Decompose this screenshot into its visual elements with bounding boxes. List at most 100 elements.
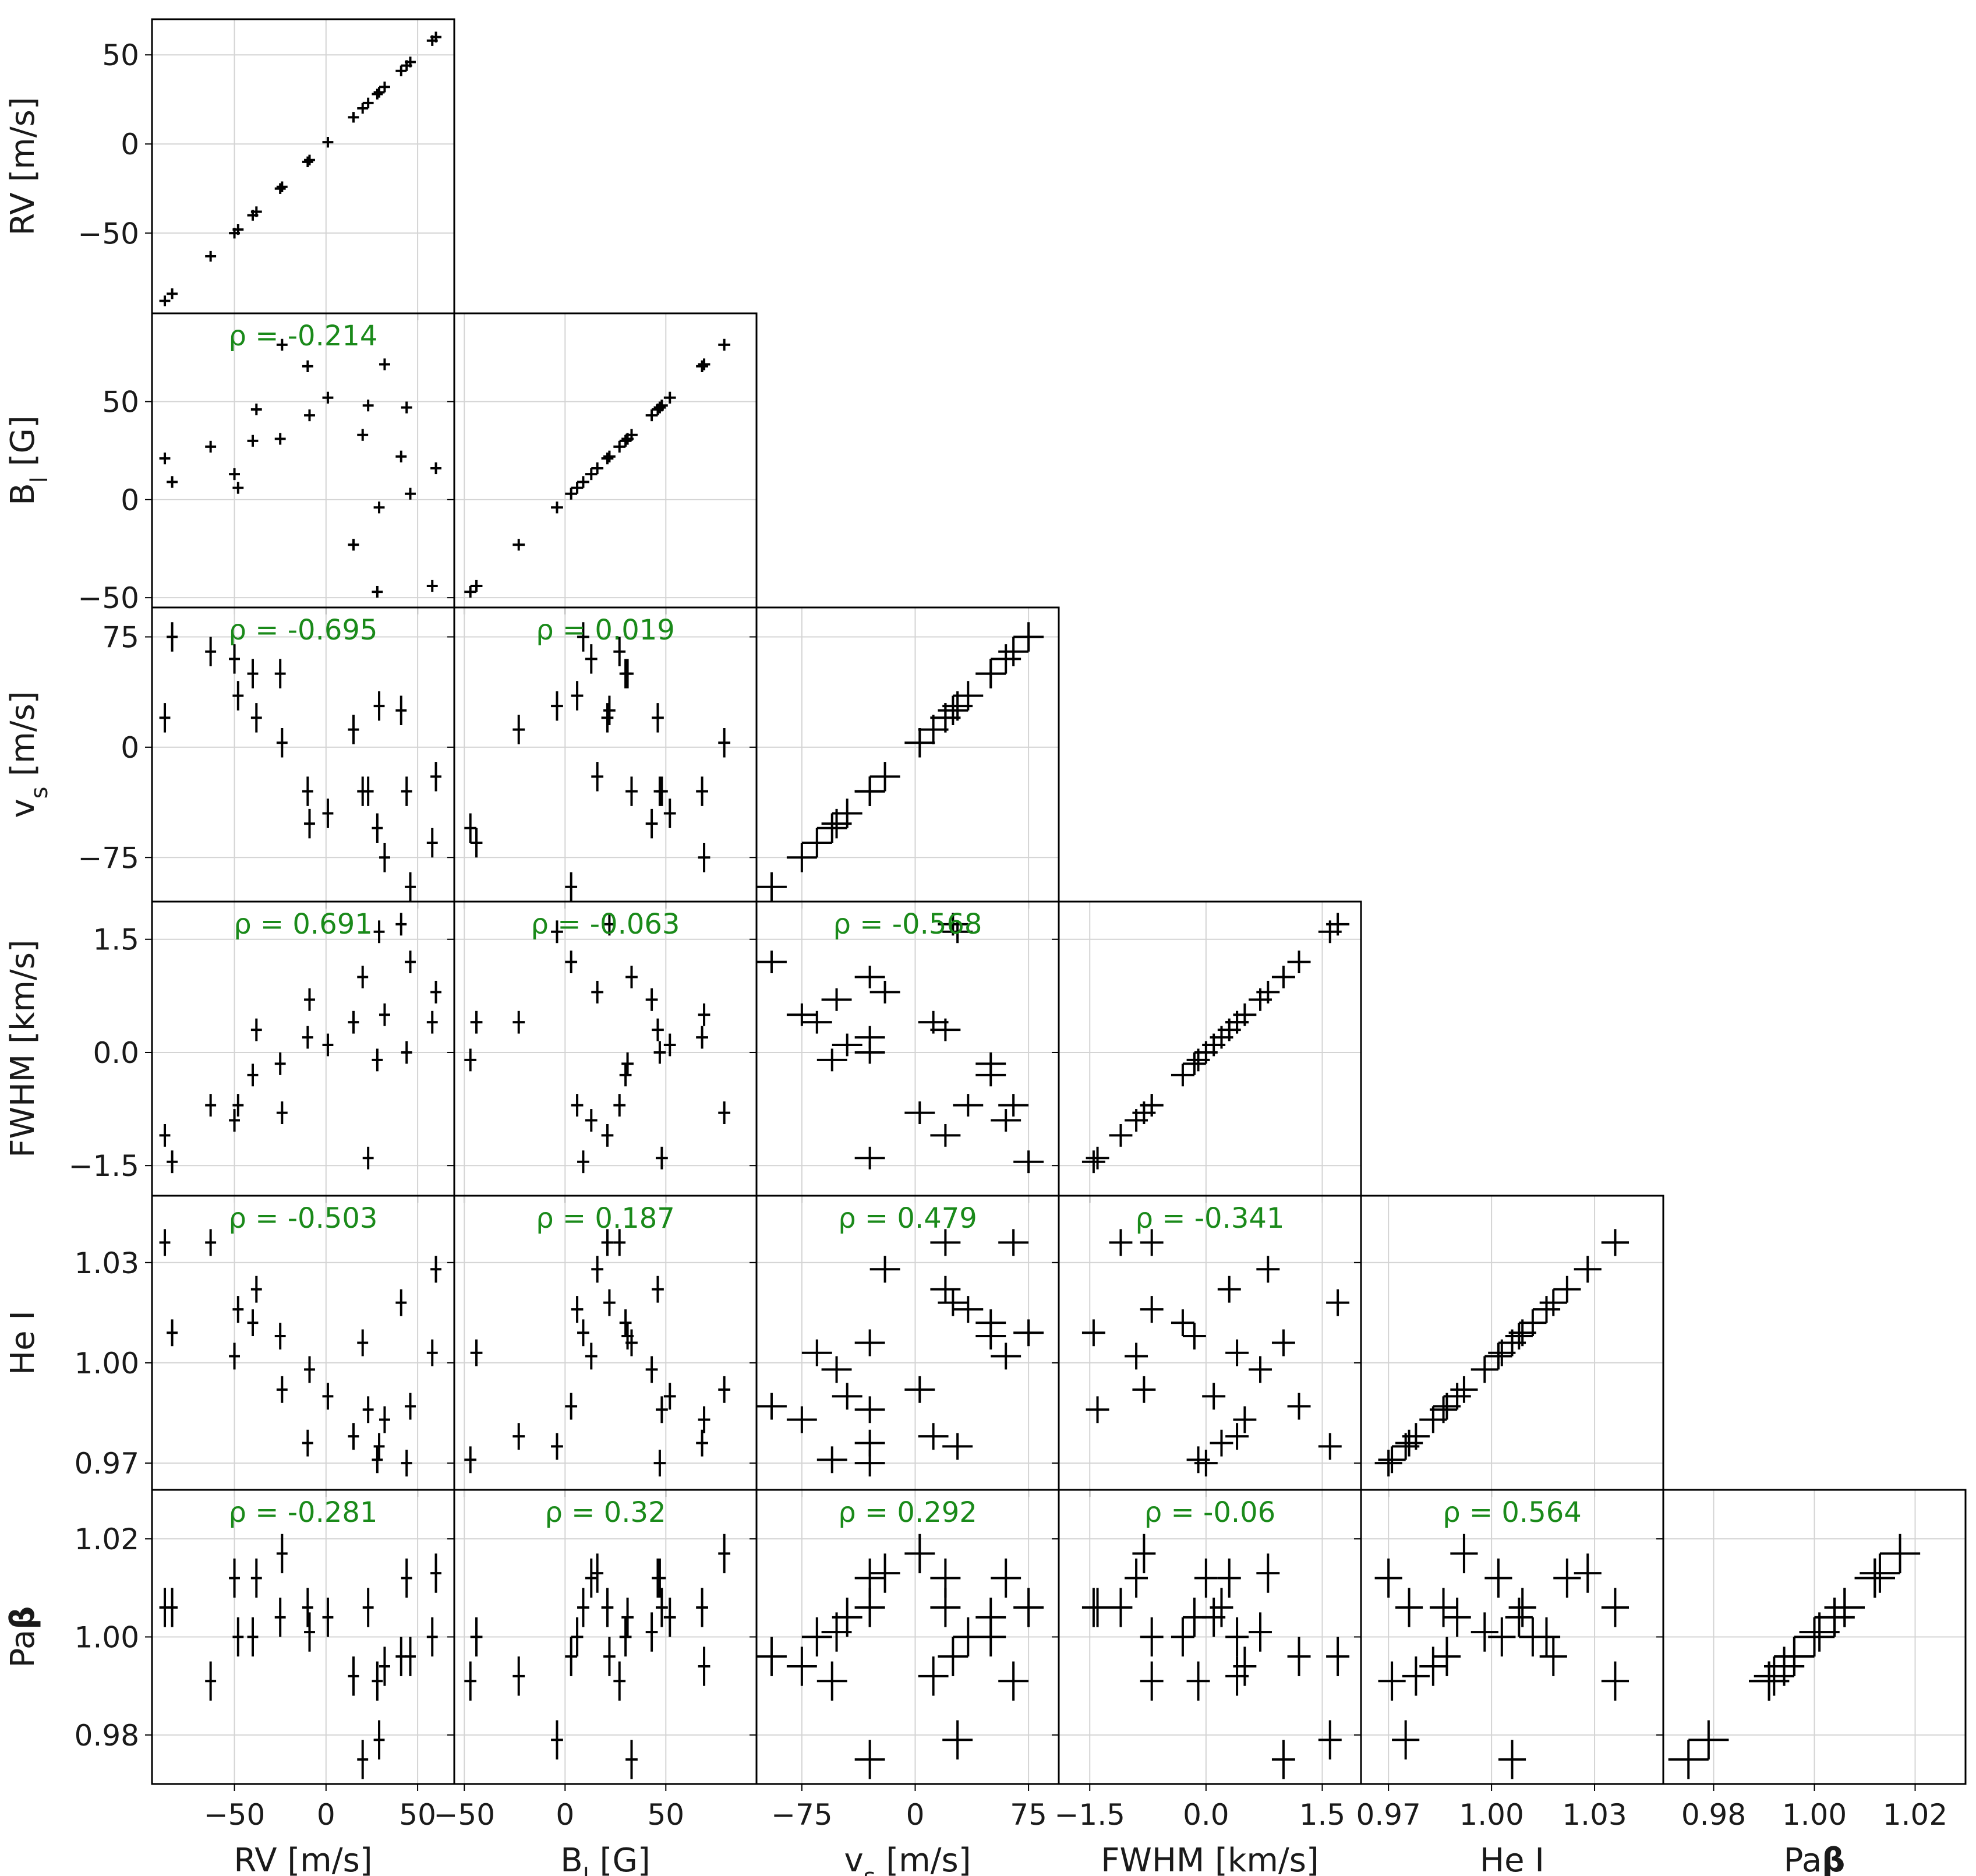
- data-point: [1395, 1588, 1423, 1627]
- data-point: [1318, 1433, 1342, 1460]
- data-point: [816, 1661, 847, 1701]
- data-point: [250, 1558, 262, 1598]
- data-point: [786, 843, 817, 872]
- data-point: [1326, 1637, 1350, 1676]
- panel-BI-vs-vs: ρ = 0.019: [447, 606, 758, 909]
- x-tick-label: 0.0: [1183, 1798, 1229, 1832]
- data-point: [512, 715, 525, 744]
- data-point: [942, 691, 973, 721]
- data-point: [232, 224, 244, 235]
- y-axis-label: Paβ: [4, 1606, 42, 1668]
- data-point: [854, 1041, 885, 1064]
- data-point: [942, 1720, 973, 1760]
- panel-RV-vs-FWHM: ρ = 0.691: [145, 900, 455, 1203]
- data-point: [1574, 1553, 1602, 1593]
- data-point: [362, 1146, 374, 1170]
- data-point: [379, 1003, 390, 1026]
- data-point: [1764, 1647, 1805, 1686]
- data-point: [512, 1423, 525, 1450]
- panel-FWHM-vs-Pab: ρ = -0.06: [1052, 1489, 1362, 1791]
- data-point: [1132, 1101, 1156, 1124]
- correlation-label: ρ = 0.564: [1443, 1496, 1582, 1529]
- data-point: [1194, 1450, 1218, 1477]
- data-point: [1450, 1376, 1478, 1403]
- y-tick-label: −1.5: [69, 1149, 139, 1183]
- data-point: [159, 295, 171, 306]
- data-point: [930, 703, 961, 733]
- x-tick-label: 1.03: [1562, 1798, 1627, 1832]
- data-point: [656, 1588, 668, 1627]
- data-point: [591, 462, 604, 475]
- data-point: [405, 487, 416, 500]
- data-point: [512, 1656, 525, 1696]
- data-point: [869, 762, 900, 792]
- data-point: [304, 808, 315, 839]
- correlation-label: ρ = 0.019: [536, 614, 675, 646]
- data-point: [372, 89, 383, 100]
- data-point: [601, 1229, 614, 1256]
- data-point: [232, 1296, 244, 1323]
- data-point: [1202, 1598, 1226, 1637]
- data-point: [1318, 1720, 1342, 1760]
- data-point: [167, 1150, 178, 1174]
- data-point: [698, 843, 710, 872]
- data-point: [1774, 1637, 1815, 1676]
- y-tick-label: 1.5: [93, 923, 139, 957]
- panel-BI-vs-Pab: ρ = 0.32: [447, 1489, 758, 1791]
- y-tick-label: 75: [102, 621, 139, 655]
- x-tick-label: 0.98: [1681, 1798, 1746, 1832]
- y-tick-label: −75: [77, 841, 139, 875]
- data-point: [205, 1229, 217, 1256]
- correlation-label: ρ = 0.32: [545, 1496, 666, 1529]
- panel-vs-vs-FWHM: ρ = -0.568: [750, 900, 1060, 1203]
- x-tick-label: 0.97: [1356, 1798, 1421, 1832]
- data-point: [621, 1598, 634, 1637]
- panel-FWHM-vs-FWHM: [1052, 900, 1362, 1203]
- data-point: [1271, 966, 1295, 988]
- data-point: [250, 703, 262, 733]
- data-point: [426, 1011, 438, 1034]
- data-point: [577, 1588, 589, 1627]
- data-point: [322, 137, 334, 148]
- data-point: [159, 1124, 171, 1147]
- data-point: [1194, 1558, 1218, 1598]
- data-point: [698, 1406, 710, 1433]
- data-point: [276, 338, 288, 351]
- data-point: [373, 920, 385, 944]
- data-point: [322, 391, 334, 404]
- data-point: [1794, 1617, 1835, 1657]
- data-point: [696, 360, 708, 372]
- data-point: [322, 1598, 334, 1637]
- data-point: [591, 1553, 604, 1593]
- data-point: [938, 1637, 968, 1676]
- y-axis-label: He I: [4, 1310, 42, 1375]
- data-point: [991, 1342, 1021, 1370]
- data-point: [379, 1647, 390, 1686]
- data-point: [1171, 1064, 1194, 1087]
- data-point: [653, 1450, 666, 1477]
- data-point: [372, 1446, 383, 1474]
- correlation-label: ρ = -0.568: [833, 908, 982, 941]
- data-point: [1443, 1598, 1471, 1637]
- data-point: [159, 453, 171, 465]
- data-point: [869, 1553, 900, 1593]
- data-point: [718, 1534, 731, 1574]
- data-point: [395, 1289, 407, 1316]
- data-point: [938, 695, 968, 725]
- data-point: [718, 728, 731, 758]
- data-point: [1488, 1339, 1516, 1366]
- data-point: [571, 1094, 584, 1117]
- data-point: [625, 966, 638, 988]
- data-point: [167, 288, 178, 299]
- data-point: [918, 715, 949, 744]
- x-tick-label: 0: [556, 1798, 574, 1832]
- data-point: [373, 87, 385, 98]
- data-point: [1799, 1612, 1840, 1652]
- data-point: [854, 1146, 885, 1170]
- data-point: [405, 56, 416, 68]
- data-point: [348, 1656, 359, 1696]
- data-point: [613, 637, 626, 666]
- data-point: [696, 1588, 708, 1627]
- data-point: [613, 440, 626, 453]
